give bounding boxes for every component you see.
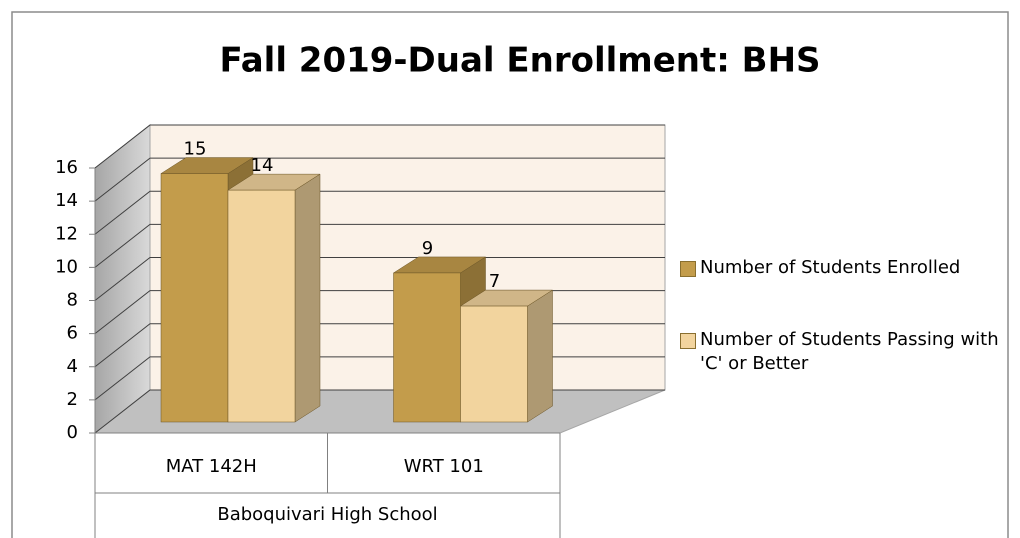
legend-label: Number of Students Enrolled — [700, 257, 961, 278]
chart-title: Fall 2019-Dual Enrollment: BHS — [219, 41, 820, 81]
data-label: 7 — [489, 271, 500, 292]
bar-side — [294, 173, 321, 423]
y-tick-label: 8 — [67, 290, 78, 311]
data-label: 15 — [184, 139, 207, 160]
y-tick-label: 4 — [67, 356, 78, 377]
data-label: 9 — [422, 238, 433, 259]
legend-swatch — [680, 261, 696, 277]
grid-line — [94, 124, 665, 169]
group-label: Baboquivari High School — [217, 504, 437, 525]
grid-line — [94, 157, 665, 202]
legend-label: Number of Students Passing with 'C' or B… — [700, 329, 999, 374]
grid-line — [94, 223, 665, 268]
y-tick-label: 6 — [67, 323, 78, 344]
bar-side — [527, 289, 553, 423]
x-tick-label: MAT 142H — [166, 456, 257, 477]
bar — [160, 173, 229, 423]
legend-swatch — [680, 333, 696, 349]
y-tick-label: 10 — [55, 256, 78, 277]
y-tick-label: 2 — [67, 389, 78, 410]
legend-item: Number of Students Passing with 'C' or B… — [680, 328, 1000, 376]
y-tick-label: 0 — [67, 422, 78, 443]
y-tick-label: 14 — [55, 190, 78, 211]
y-tick-label: 12 — [55, 223, 78, 244]
grid-line — [94, 190, 665, 235]
x-tick-label: WRT 101 — [404, 456, 484, 477]
grid-line — [94, 257, 665, 301]
data-label: 14 — [251, 155, 274, 176]
legend-item: Number of Students Enrolled — [680, 256, 1000, 280]
bar — [227, 189, 296, 423]
bar — [393, 272, 461, 423]
y-tick-label: 16 — [55, 157, 78, 178]
bar — [460, 305, 528, 423]
